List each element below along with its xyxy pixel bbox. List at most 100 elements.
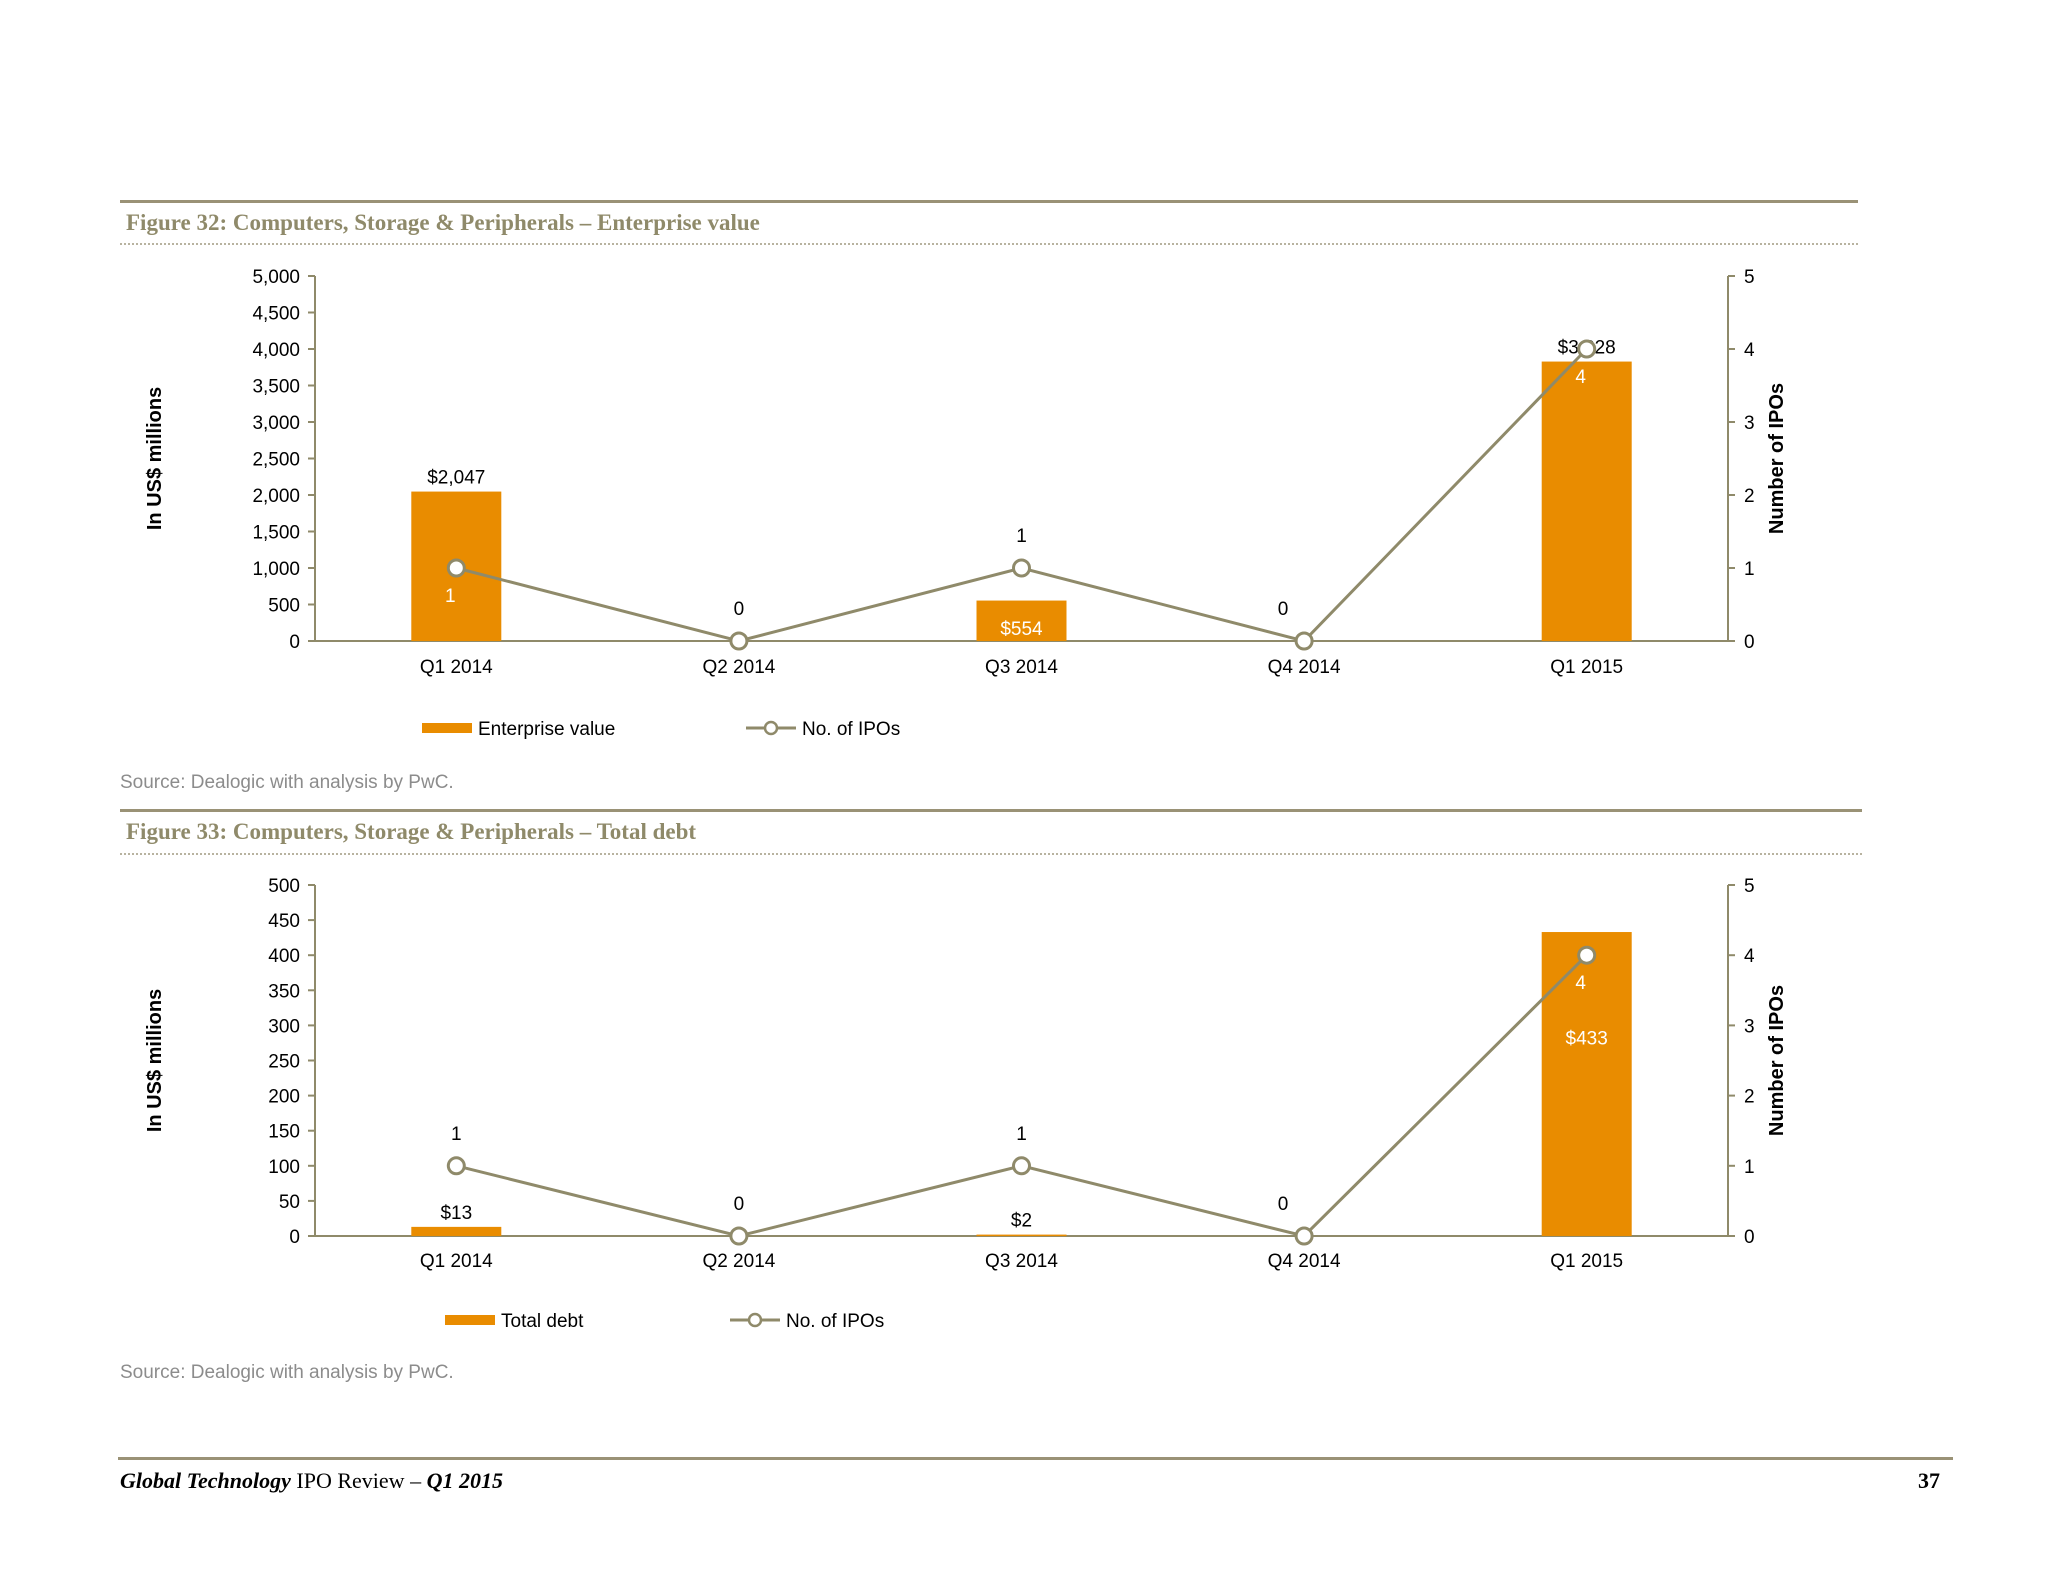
- y2-axis-title: Number of IPOs: [1766, 383, 1788, 534]
- footer-title-quarter: Q1 2015: [426, 1468, 503, 1493]
- legend-bar-swatch: [422, 723, 472, 733]
- bar: [411, 1226, 502, 1236]
- ipo-count-line: [455, 954, 1588, 1238]
- line-data-label: 1: [451, 1124, 462, 1145]
- figure-33-title-divider: [120, 853, 1862, 855]
- ipo-count-point: [729, 631, 749, 651]
- bar: [976, 1234, 1067, 1237]
- ipo-count-point: [1294, 1226, 1314, 1246]
- ipo-count-point: [1012, 558, 1031, 578]
- y2-tick-label: 0: [1744, 632, 1755, 653]
- line-data-label: 1: [1016, 526, 1027, 547]
- y-tick-label: 5,000: [252, 267, 300, 288]
- figure-32-source: Source: Dealogic with analysis by PwC.: [120, 772, 454, 793]
- y-tick-label: 450: [268, 911, 300, 932]
- y-tick-label: 100: [268, 1157, 300, 1178]
- ipo-count-line: [455, 347, 1588, 643]
- y-tick-label: 4,000: [252, 340, 300, 361]
- y-tick-label: 400: [268, 946, 300, 967]
- y-axis-title: In US$ millions: [144, 387, 166, 530]
- line-data-label: 1: [1016, 1124, 1027, 1145]
- y-tick-label: 300: [268, 1016, 300, 1037]
- y-tick-label: 500: [268, 596, 300, 617]
- line-data-label: 1: [445, 586, 456, 607]
- bar-data-label: $2: [1011, 1211, 1032, 1232]
- bar: [1541, 932, 1632, 1236]
- footer-title-bold: Global Technology: [120, 1468, 291, 1493]
- figure-32-title: Figure 32: Computers, Storage & Peripher…: [126, 210, 760, 235]
- enterprise-value-chart: 05001,0001,5002,0002,5003,0003,5004,0004…: [144, 267, 1788, 740]
- y-tick-label: 150: [268, 1122, 300, 1143]
- x-tick-label: Q3 2014: [985, 1251, 1058, 1272]
- y2-tick-label: 4: [1744, 340, 1755, 361]
- ipo-count-point: [729, 1226, 749, 1246]
- legend-line-marker: [747, 1312, 763, 1328]
- y-tick-label: 50: [279, 1192, 300, 1213]
- y2-tick-label: 5: [1744, 876, 1755, 897]
- figure-33-source: Source: Dealogic with analysis by PwC.: [120, 1362, 454, 1383]
- legend-bar-label: Total debt: [501, 1311, 584, 1332]
- x-tick-label: Q3 2014: [985, 657, 1058, 678]
- bar-data-label: $2,047: [427, 468, 485, 489]
- line-data-label: 0: [734, 599, 745, 620]
- footer-rule: [118, 1457, 1953, 1460]
- y2-tick-label: 1: [1744, 559, 1755, 580]
- x-tick-label: Q1 2015: [1550, 657, 1623, 678]
- x-tick-label: Q1 2014: [420, 657, 493, 678]
- y2-axis-title: Number of IPOs: [1766, 985, 1788, 1136]
- ipo-count-point: [1577, 945, 1597, 965]
- legend-bar-label: Enterprise value: [478, 719, 615, 740]
- y2-tick-label: 4: [1744, 946, 1755, 967]
- footer-title-mid: IPO Review –: [290, 1468, 427, 1493]
- y-tick-label: 1,000: [252, 559, 300, 580]
- y-tick-label: 0: [289, 1227, 300, 1248]
- footer-title: Global Technology IPO Review – Q1 2015: [120, 1468, 503, 1494]
- line-data-label: 4: [1575, 367, 1586, 388]
- bar: [976, 600, 1067, 641]
- y-tick-label: 2,000: [252, 486, 300, 507]
- y2-tick-label: 0: [1744, 1227, 1755, 1248]
- page-number: 37: [1918, 1468, 1940, 1493]
- x-tick-label: Q1 2014: [420, 1251, 493, 1272]
- line-data-label: 0: [734, 1194, 745, 1215]
- line-data-label: 0: [1278, 599, 1289, 620]
- y-tick-label: 200: [268, 1087, 300, 1108]
- legend-line-label: No. of IPOs: [802, 719, 900, 740]
- legend-line-label: No. of IPOs: [786, 1311, 884, 1332]
- ipo-count-point: [446, 1156, 466, 1176]
- y-tick-label: 250: [268, 1052, 300, 1073]
- y-tick-label: 350: [268, 981, 300, 1002]
- y-axis-title: In US$ millions: [144, 989, 166, 1132]
- y-tick-label: 500: [268, 876, 300, 897]
- x-tick-label: Q2 2014: [702, 657, 775, 678]
- ipo-count-point: [446, 558, 466, 578]
- ipo-count-point: [1012, 1156, 1031, 1176]
- figure-33-top-rule: [120, 809, 1862, 812]
- x-tick-label: Q1 2015: [1550, 1251, 1623, 1272]
- legend-bar-swatch: [445, 1315, 495, 1325]
- y2-tick-label: 3: [1744, 1016, 1755, 1037]
- bar-data-label: $554: [1000, 619, 1043, 640]
- y-tick-label: 0: [289, 632, 300, 653]
- figure-32-top-rule: [120, 200, 1858, 203]
- ipo-count-point: [1577, 339, 1597, 359]
- y2-tick-label: 3: [1744, 413, 1755, 434]
- line-data-label: 0: [1278, 1194, 1289, 1215]
- line-data-label: 4: [1575, 973, 1586, 994]
- legend-line-marker: [763, 720, 779, 736]
- x-tick-label: Q2 2014: [702, 1251, 775, 1272]
- ipo-count-point: [1294, 631, 1314, 651]
- bar: [1541, 361, 1632, 641]
- y2-tick-label: 5: [1744, 267, 1755, 288]
- y2-tick-label: 1: [1744, 1157, 1755, 1178]
- x-tick-label: Q4 2014: [1268, 657, 1341, 678]
- y-tick-label: 3,500: [252, 377, 300, 398]
- figure-32-title-divider: [120, 243, 1858, 245]
- y2-tick-label: 2: [1744, 486, 1755, 507]
- y-tick-label: 3,000: [252, 413, 300, 434]
- y-tick-label: 1,500: [252, 523, 300, 544]
- x-tick-label: Q4 2014: [1268, 1251, 1341, 1272]
- y-tick-label: 4,500: [252, 304, 300, 325]
- bar-data-label: $13: [440, 1203, 472, 1224]
